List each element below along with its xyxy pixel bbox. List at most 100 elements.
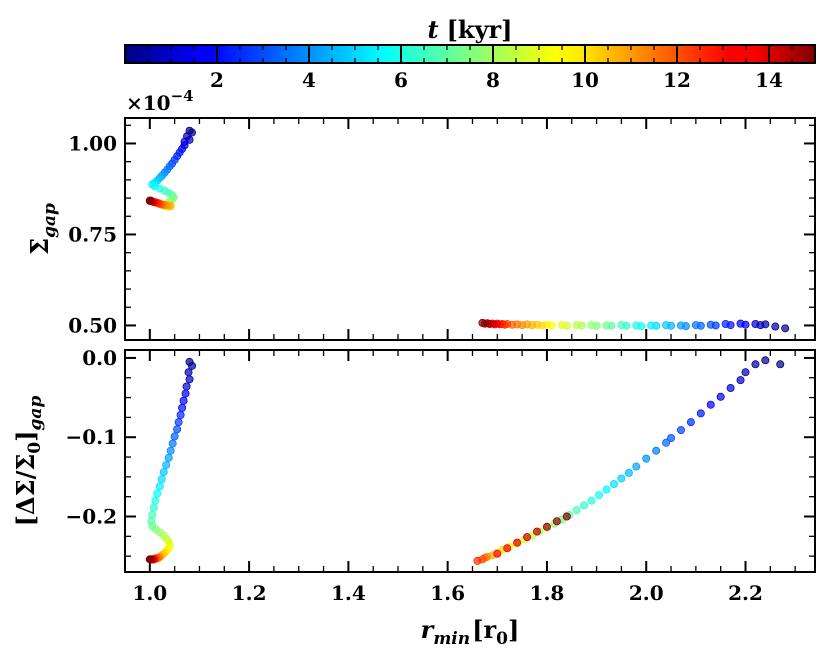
bottom-inner-gap-point [166, 446, 175, 455]
bottom-inner-gap-point [179, 396, 188, 405]
bottom-outer-gap-point [632, 462, 641, 471]
bottom-outer-gap-point [726, 384, 735, 393]
bottom-inner-gap-point [188, 361, 197, 370]
top-outer-gap-point [736, 319, 745, 328]
top-panel-frame [124, 117, 816, 341]
top-panel: 0.50 0.75 1.00 ×10−4 Σgap [25, 87, 816, 341]
bottom-outer-gap-point [587, 496, 596, 505]
bottom-outer-gap-point [706, 400, 715, 409]
bottom-x-tick-label: 1.4 [331, 581, 366, 605]
top-outer-gap-point [632, 321, 641, 330]
bottom-inner-gap-point [174, 418, 183, 427]
bottom-outer-gap-point [617, 474, 626, 483]
top-y-tick-label: 0.50 [68, 313, 117, 337]
bottom-outer-gap-point [642, 454, 651, 463]
bottom-panel-frame [124, 349, 816, 573]
bottom-outer-gap-point [652, 446, 661, 455]
bottom-x-tick-label: 2.2 [728, 581, 763, 605]
top-outer-gap-point [691, 321, 700, 330]
colorbar-title-unit: [kyr] [447, 15, 513, 44]
bottom-outer-gap-point [662, 438, 671, 447]
bottom-x-tick-label: 1.6 [430, 581, 465, 605]
bottom-outer-gap-point [503, 544, 512, 553]
top-outer-gap-point [751, 319, 760, 328]
bottom-inner-gap-point [170, 432, 179, 441]
bottom-outer-gap-point [523, 533, 532, 542]
top-outer-gap-point [676, 321, 685, 330]
top-inner-gap-point [145, 196, 154, 205]
colorbar-gradient [125, 45, 815, 63]
bottom-outer-gap-point [716, 392, 725, 401]
top-y-axis-title: Σgap [25, 203, 60, 255]
top-outer-gap-point [572, 321, 581, 330]
bottom-inner-gap-point [157, 475, 166, 484]
top-panel-ticks: 0.50 0.75 1.00 [68, 118, 815, 340]
bottom-inner-gap-point [153, 489, 162, 498]
bottom-panel-ticks: 1.0 1.2 1.4 1.6 1.8 2.0 2.2 −0.2 −0.1 0.0 [65, 346, 815, 605]
top-offset-label: ×10−4 [126, 87, 194, 115]
bottom-inner-gap-point [176, 411, 185, 420]
top-panel-points [145, 126, 790, 333]
bottom-outer-gap-point [493, 549, 502, 558]
top-outer-gap-point [602, 321, 611, 330]
top-outer-gap-point [647, 321, 656, 330]
bottom-y-axis-title: [ΔΣ/Σ0]gap [11, 396, 46, 527]
top-y-title-main: Σ [25, 238, 54, 255]
bottom-x-tick-label: 2.0 [629, 581, 664, 605]
bottom-outer-gap-point [624, 468, 633, 477]
bottom-outer-gap-point [736, 376, 745, 385]
x-axis-title: rmin[r0] [421, 615, 520, 649]
bottom-inner-gap-point [164, 453, 173, 462]
top-outer-gap-point [771, 322, 780, 331]
bottom-outer-gap-point [595, 491, 604, 500]
top-y-tick-label: 1.00 [68, 131, 117, 155]
x-title-sub: min [433, 629, 470, 649]
bottom-inner-gap-point [182, 382, 191, 391]
bottom-outer-gap-point [580, 501, 589, 510]
x-title-unit-close: ] [508, 615, 519, 644]
bottom-x-tick-label: 1.0 [132, 581, 167, 605]
bottom-inner-gap-point [185, 375, 194, 384]
top-outer-gap-point [557, 321, 566, 330]
bottom-inner-gap-point [173, 425, 182, 434]
bottom-y-title-sub0: 0 [25, 442, 45, 454]
top-outer-gap-point [781, 324, 790, 333]
colorbar-tick-label: 6 [394, 68, 408, 92]
x-title-unit-sub: 0 [496, 629, 508, 649]
bottom-outer-gap-point [473, 556, 482, 565]
bottom-inner-gap-point [184, 368, 193, 377]
top-outer-gap-point [587, 321, 596, 330]
bottom-outer-gap-point [686, 418, 695, 427]
bottom-y-title-close: ] [11, 430, 40, 441]
bottom-y-title-sub: gap [26, 396, 46, 431]
colorbar-title: t [kyr] [427, 15, 512, 44]
x-title-main: r [421, 615, 436, 644]
bottom-inner-gap-point [181, 389, 190, 398]
top-y-title-sub: gap [40, 203, 60, 238]
colorbar-tick-label: 10 [571, 68, 599, 92]
bottom-panel: 1.0 1.2 1.4 1.6 1.8 2.0 2.2−0.2−0.10.0 [ΔΣ/Σ0]… [11, 346, 816, 649]
bottom-inner-gap-point [155, 482, 164, 491]
top-outer-gap-point [721, 319, 730, 328]
colorbar-title-symbol: t [427, 15, 438, 44]
bottom-outer-gap-point [776, 360, 785, 369]
bottom-outer-gap-point [609, 479, 618, 488]
colorbar: t [kyr] 2 4 6 8 10 12 14 [124, 15, 816, 92]
bottom-x-tick-label: 1.2 [232, 581, 267, 605]
colorbar-tick-label: 8 [486, 68, 500, 92]
bottom-outer-gap-point [667, 434, 676, 443]
bottom-outer-gap-point [761, 356, 770, 365]
offset-base: ×10 [126, 91, 171, 115]
bottom-inner-gap-point [145, 555, 154, 564]
bottom-x-tick-label: 1.8 [530, 581, 565, 605]
bottom-outer-gap-point [602, 485, 611, 494]
top-y-tick-label: 0.75 [68, 222, 117, 246]
bottom-y-tick-label: −0.1 [65, 425, 117, 449]
top-outer-gap-point [706, 320, 715, 329]
x-title-unit-open: [r [472, 615, 496, 644]
bottom-inner-gap-point [168, 439, 177, 448]
colorbar-tick-label: 14 [755, 68, 783, 92]
top-outer-gap-point [662, 321, 671, 330]
bottom-panel-points [145, 356, 785, 565]
